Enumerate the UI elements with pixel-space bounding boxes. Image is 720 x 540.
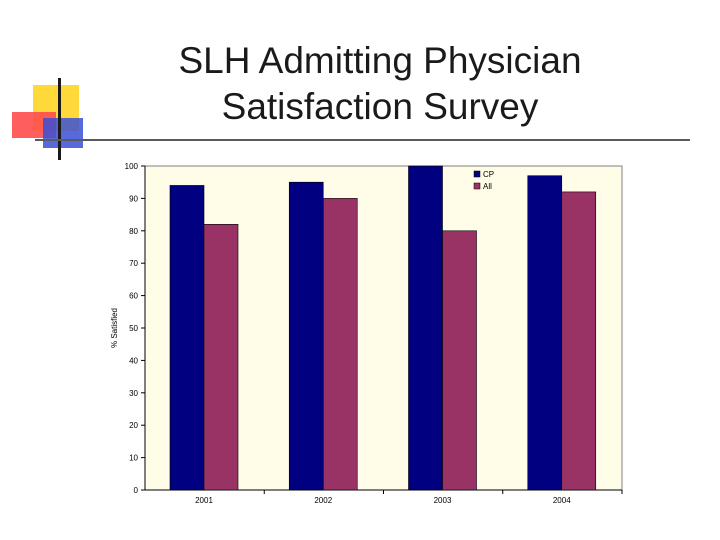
bar-all-2004 xyxy=(561,191,597,491)
title-line-2: Satisfaction Survey xyxy=(221,86,539,127)
y-tick-label: 50 xyxy=(129,324,138,333)
title-underline xyxy=(35,139,690,141)
y-tick-label: 0 xyxy=(134,486,139,495)
bar-cp-2004 xyxy=(527,175,563,491)
bar-all-2003 xyxy=(442,230,477,491)
x-tick-label: 2003 xyxy=(434,496,452,505)
legend-swatch xyxy=(473,182,481,190)
bar-cp-2003 xyxy=(408,165,443,491)
y-tick-label: 70 xyxy=(129,259,138,268)
y-tick-label: 20 xyxy=(129,421,138,430)
y-axis-label: % Satisfied xyxy=(110,308,119,348)
y-tick-label: 30 xyxy=(129,389,138,398)
y-tick-label: 40 xyxy=(129,356,138,365)
bar-cp-2002 xyxy=(288,181,324,491)
decor-vertical-line xyxy=(58,78,61,160)
title-line-1: SLH Admitting Physician xyxy=(178,40,582,81)
y-tick-label: 80 xyxy=(129,227,138,236)
x-tick-label: 2002 xyxy=(314,496,332,505)
y-tick-label: 90 xyxy=(129,194,138,203)
bar-all-2002 xyxy=(322,198,358,491)
legend-swatch xyxy=(473,170,481,178)
x-tick-label: 2004 xyxy=(553,496,571,505)
decor-blue-square xyxy=(43,118,83,148)
y-tick-label: 60 xyxy=(129,292,138,301)
slide-title: SLH Admitting Physician Satisfaction Sur… xyxy=(140,38,620,130)
legend-label: All xyxy=(483,182,492,191)
x-tick-label: 2001 xyxy=(195,496,213,505)
bar-cp-2001 xyxy=(169,185,205,491)
bar-all-2001 xyxy=(203,224,239,491)
y-tick-label: 10 xyxy=(129,454,138,463)
legend-label: CP xyxy=(483,170,494,179)
y-tick-label: 100 xyxy=(125,162,139,171)
